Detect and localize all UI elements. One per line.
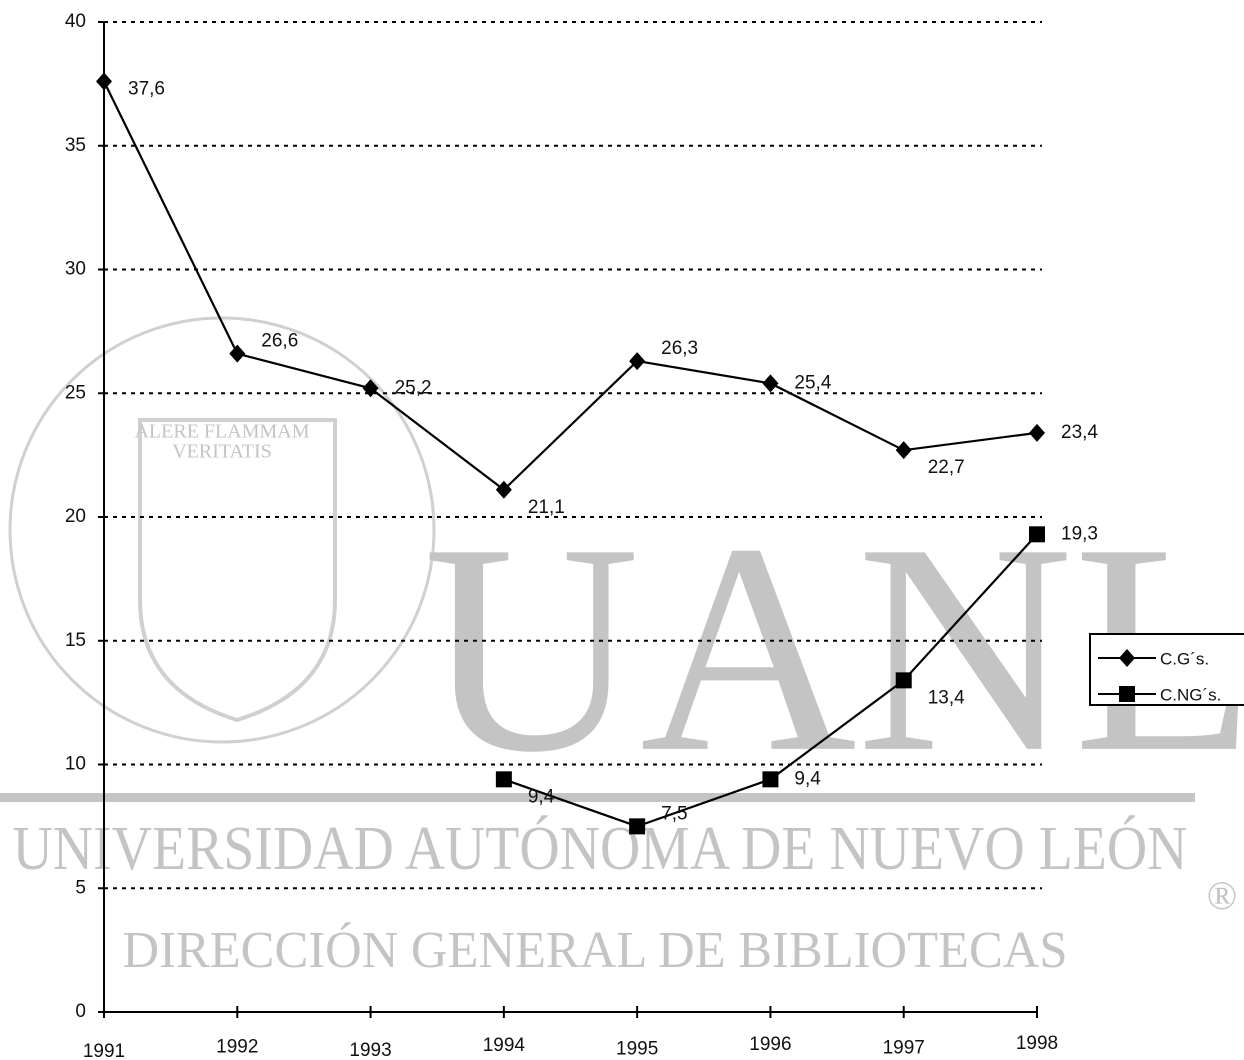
x-tick-label: 1995 bbox=[616, 1039, 658, 1060]
y-tick-label: 15 bbox=[65, 630, 86, 651]
data-label: 25,4 bbox=[794, 372, 831, 393]
watermark: ALERE FLAMMAM VERITATIS UANL UNIVERSIDAD… bbox=[0, 316, 1244, 979]
seal-ring bbox=[8, 316, 436, 744]
marker bbox=[1029, 423, 1045, 442]
y-tick-label: 10 bbox=[65, 754, 86, 775]
y-tick-label: 30 bbox=[65, 259, 86, 280]
watermark-registered: ® bbox=[1207, 873, 1237, 918]
marker bbox=[1029, 526, 1045, 543]
data-label: 37,6 bbox=[128, 78, 165, 99]
data-label: 26,3 bbox=[661, 338, 698, 359]
marker bbox=[895, 672, 912, 689]
marker bbox=[629, 818, 646, 835]
x-tick-label: 1997 bbox=[883, 1037, 925, 1058]
y-tick-label: 5 bbox=[75, 877, 86, 898]
marker bbox=[762, 771, 779, 788]
data-label: 13,4 bbox=[928, 687, 965, 708]
x-tick-label: 1996 bbox=[749, 1034, 791, 1055]
marker bbox=[895, 441, 912, 460]
data-label: 23,4 bbox=[1061, 422, 1098, 443]
x-tick-label: 1994 bbox=[483, 1035, 526, 1056]
data-label: 9,4 bbox=[794, 768, 821, 789]
x-tick-label: 1992 bbox=[216, 1036, 258, 1057]
legend: C.G´s. C.NG´s. bbox=[1089, 633, 1244, 706]
data-label: 26,6 bbox=[261, 331, 298, 352]
watermark-motto: VERITATIS bbox=[172, 441, 272, 463]
y-tick-label: 20 bbox=[65, 506, 86, 527]
marker bbox=[629, 352, 646, 371]
x-tick-label: 1993 bbox=[349, 1040, 391, 1060]
data-label: 9,4 bbox=[528, 786, 555, 807]
data-label: 21,1 bbox=[528, 497, 565, 518]
data-label: 7,5 bbox=[661, 803, 687, 824]
marker bbox=[495, 771, 512, 788]
x-tick-label: 1998 bbox=[1016, 1033, 1058, 1054]
x-tick-label: 1991 bbox=[83, 1041, 125, 1060]
y-tick-label: 0 bbox=[75, 1001, 86, 1022]
watermark-university: UNIVERSIDAD AUTÓNOMA DE NUEVO LEÓN bbox=[13, 815, 1188, 883]
y-tick-label: 40 bbox=[65, 11, 86, 32]
marker bbox=[229, 344, 246, 363]
watermark-bar bbox=[0, 793, 1195, 802]
marker bbox=[495, 480, 512, 499]
data-label: 19,3 bbox=[1061, 523, 1098, 544]
data-label: 25,2 bbox=[395, 377, 432, 398]
marker bbox=[762, 374, 779, 393]
data-label: 22,7 bbox=[928, 457, 965, 478]
y-tick-label: 35 bbox=[65, 135, 86, 156]
series-line bbox=[103, 80, 1038, 492]
legend-label: C.NG´s. bbox=[1160, 685, 1221, 704]
marker bbox=[96, 72, 112, 91]
y-tick-label: 25 bbox=[65, 382, 86, 403]
marker bbox=[362, 379, 379, 398]
legend-marker bbox=[1119, 649, 1135, 667]
watermark-library: DIRECCIÓN GENERAL DE BIBLIOTECAS bbox=[123, 921, 1068, 979]
legend-label: C.G´s. bbox=[1160, 649, 1209, 668]
legend-marker bbox=[1119, 686, 1135, 702]
seal-shield bbox=[138, 418, 337, 723]
watermark-motto: ALERE FLAMMAM bbox=[134, 421, 309, 443]
